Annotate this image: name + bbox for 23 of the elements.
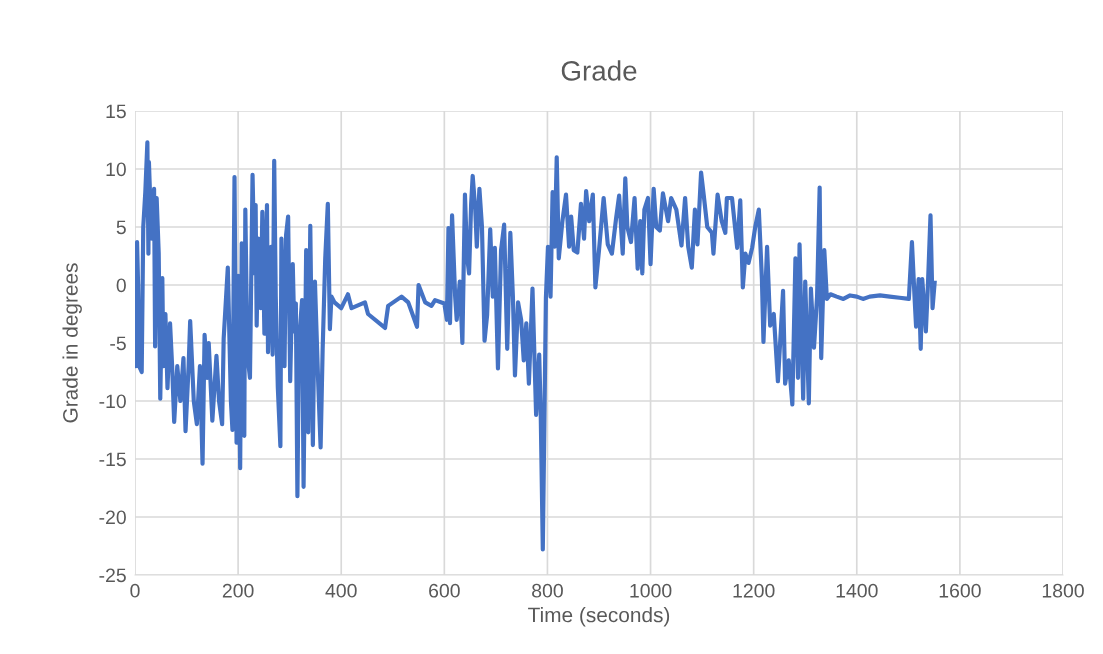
x-axis-title: Time (seconds)	[528, 607, 670, 627]
x-tick-label: 400	[325, 583, 357, 598]
y-tick-label: -5	[110, 336, 126, 351]
y-tick-label: -20	[99, 510, 126, 525]
x-tick-label: 200	[222, 583, 254, 598]
x-tick-label: 1400	[836, 583, 878, 598]
y-tick-label: 0	[116, 278, 126, 293]
y-tick-label: -25	[99, 568, 126, 583]
y-tick-label: -10	[99, 394, 126, 409]
x-tick-label: 0	[130, 583, 140, 598]
x-tick-label: 600	[429, 583, 460, 598]
y-tick-label: 5	[116, 220, 126, 235]
x-tick-label: 800	[532, 583, 563, 598]
x-tick-label: 1800	[1042, 583, 1084, 598]
line-series	[135, 140, 937, 552]
chart-title: Grade	[561, 60, 637, 81]
y-tick-label: -15	[99, 452, 126, 467]
x-tick-label: 1200	[733, 583, 775, 598]
y-axis-title: Grade in degrees	[62, 263, 82, 423]
x-tick-label: 1000	[630, 583, 672, 598]
y-tick-label: 15	[106, 104, 126, 119]
x-tick-label: 1600	[939, 583, 981, 598]
y-tick-label: 10	[106, 162, 126, 177]
